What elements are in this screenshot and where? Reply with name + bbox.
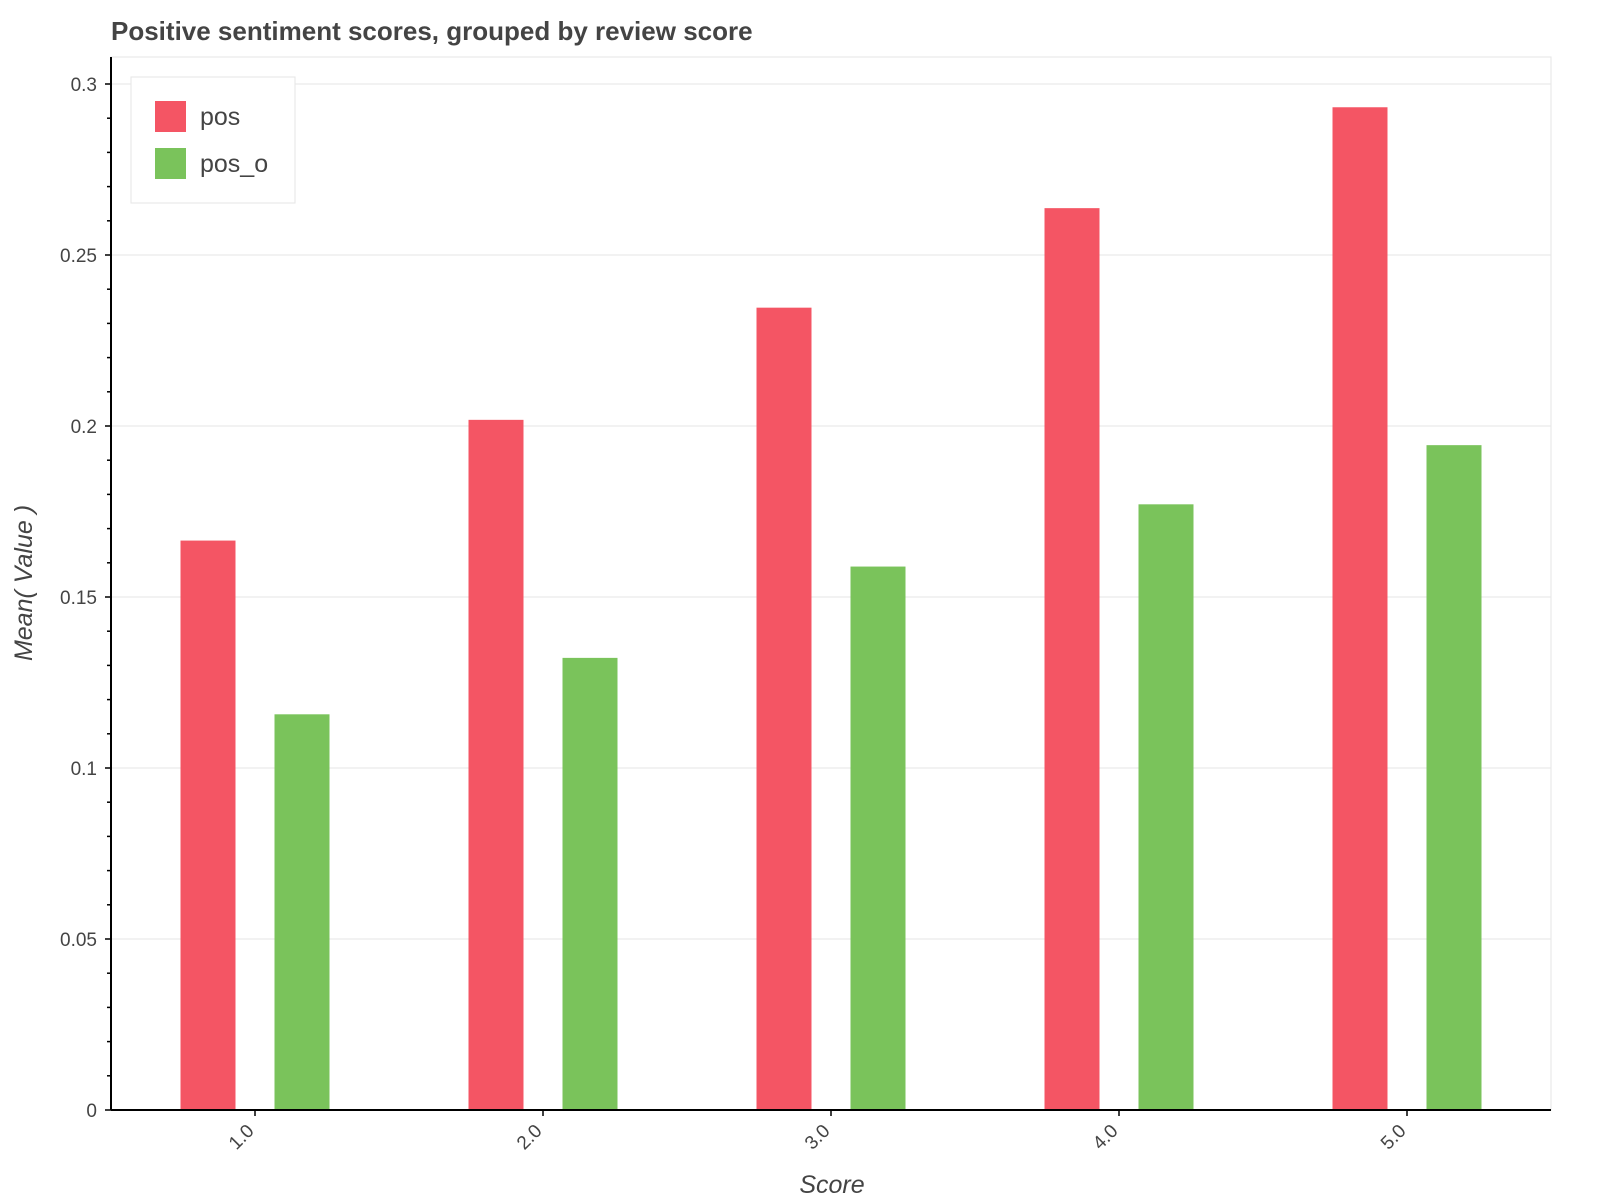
bar-pos_o [1426,445,1482,1111]
y-tick-label: 0.2 [71,417,97,438]
y-tick-label: 0.15 [60,588,97,609]
bar-pos [756,307,812,1111]
x-axis-title: Score [799,1171,864,1199]
x-tick-label: 1.0 [225,1121,259,1155]
bar-pos [468,419,524,1110]
y-axis-title: Mean( Value ) [10,505,38,661]
y-ticks: 0 0.05 0.1 0.15 0.2 0.25 0.3 [60,75,111,1122]
x-ticks: 1.0 2.0 3.0 4.0 5.0 [225,1110,1411,1154]
bar-pos [1332,107,1388,1111]
x-tick-label: 3.0 [801,1121,835,1155]
y-tick-label: 0.3 [71,75,97,96]
y-tick-label: 0.05 [60,930,97,951]
legend-label-pos_o: pos_o [200,150,268,178]
y-tick-label: 0.1 [71,759,97,780]
bar-pos [1044,208,1100,1110]
x-tick-label: 5.0 [1377,1121,1411,1155]
legend-swatch-pos_o [155,148,186,179]
x-tick-label: 4.0 [1089,1121,1123,1155]
legend-label-pos: pos [200,103,240,131]
grid [111,83,1551,940]
bar-pos_o [562,657,618,1110]
y-tick-label: 0.25 [60,246,97,267]
bar-pos_o [850,566,906,1110]
legend-box [130,76,296,204]
legend: pos pos_o [130,76,296,204]
y-tick-label: 0 [86,1101,97,1122]
bar-pos_o [274,714,330,1110]
bar-pos_o [1138,504,1194,1110]
legend-swatch-pos [155,101,186,132]
bar-pos [180,540,236,1110]
bars [180,107,1482,1111]
x-tick-label: 2.0 [513,1121,547,1155]
chart-title: Positive sentiment scores, grouped by re… [111,16,753,46]
